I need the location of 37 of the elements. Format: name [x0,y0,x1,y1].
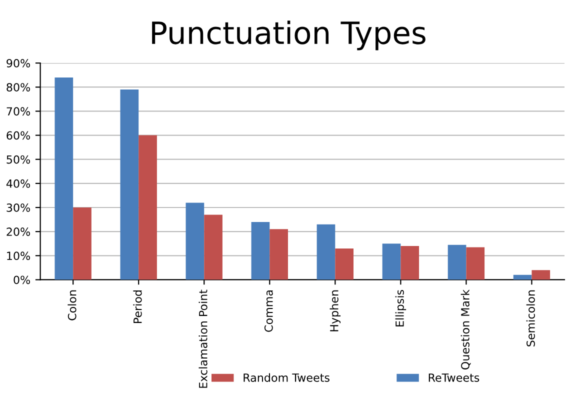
y-tick-label: 10% [7,252,30,260]
bar [204,214,222,280]
bar [400,246,420,280]
x-tick-label: Hyphen [330,290,341,332]
bar [532,270,550,280]
bar [316,224,336,280]
bar [335,248,354,280]
y-tick-label: 70% [6,107,30,116]
bar [186,202,204,280]
x-tick-label: Period [133,290,142,324]
y-tick-label: 50% [6,155,30,164]
x-tick-label: Comma [264,290,273,332]
bar [448,244,466,280]
x-tick-label: Colon [68,290,76,320]
legend-label: Random Tweets [244,373,330,382]
y-tick-label: 60% [6,131,30,140]
bar [120,90,139,280]
bar [251,222,270,280]
bar [382,244,401,280]
bar [73,208,92,280]
bar [513,274,532,280]
y-tick-label: 40% [6,179,30,188]
bar [54,77,74,280]
x-tick-label: Exclamation Point [198,290,208,388]
chart-title: Punctuation Types [152,20,426,50]
y-tick-label: 30% [6,203,30,212]
y-tick-label: 20% [6,228,30,236]
y-tick-label: 0% [14,276,30,284]
bar [138,135,157,280]
bar [270,229,288,280]
y-tick-label: 80% [6,83,30,92]
bar [466,247,485,280]
x-tick-label: Question Mark [460,289,471,370]
x-tick-label: Ellipsis [395,290,406,326]
x-tick-label: Semicolon [526,290,535,346]
y-tick-label: 90% [6,59,30,68]
legend-label: ReTweets [428,374,480,382]
